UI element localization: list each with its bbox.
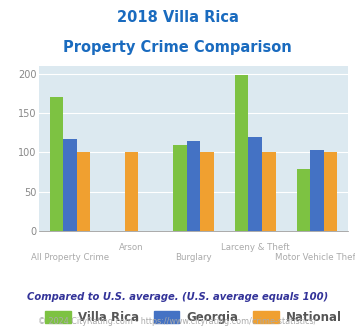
Bar bbox=[125, 152, 138, 231]
Legend: Villa Rica, Georgia, National: Villa Rica, Georgia, National bbox=[40, 306, 346, 329]
Text: © 2024 CityRating.com - https://www.cityrating.com/crime-statistics/: © 2024 CityRating.com - https://www.city… bbox=[38, 317, 317, 326]
Text: Arson: Arson bbox=[119, 243, 144, 252]
Text: All Property Crime: All Property Crime bbox=[31, 253, 109, 262]
Bar bbox=[187, 142, 200, 231]
Text: Larceny & Theft: Larceny & Theft bbox=[221, 243, 290, 252]
Bar bbox=[200, 152, 214, 231]
Bar bbox=[173, 145, 187, 231]
Bar bbox=[297, 169, 310, 231]
Text: Compared to U.S. average. (U.S. average equals 100): Compared to U.S. average. (U.S. average … bbox=[27, 292, 328, 302]
Text: Burglary: Burglary bbox=[175, 253, 212, 262]
Bar bbox=[50, 97, 63, 231]
Bar bbox=[262, 152, 275, 231]
Bar bbox=[63, 139, 77, 231]
Bar bbox=[235, 76, 248, 231]
Bar bbox=[310, 150, 324, 231]
Text: Property Crime Comparison: Property Crime Comparison bbox=[63, 40, 292, 54]
Bar bbox=[324, 152, 337, 231]
Text: 2018 Villa Rica: 2018 Villa Rica bbox=[116, 10, 239, 25]
Text: Motor Vehicle Theft: Motor Vehicle Theft bbox=[275, 253, 355, 262]
Bar bbox=[77, 152, 90, 231]
Bar bbox=[248, 137, 262, 231]
